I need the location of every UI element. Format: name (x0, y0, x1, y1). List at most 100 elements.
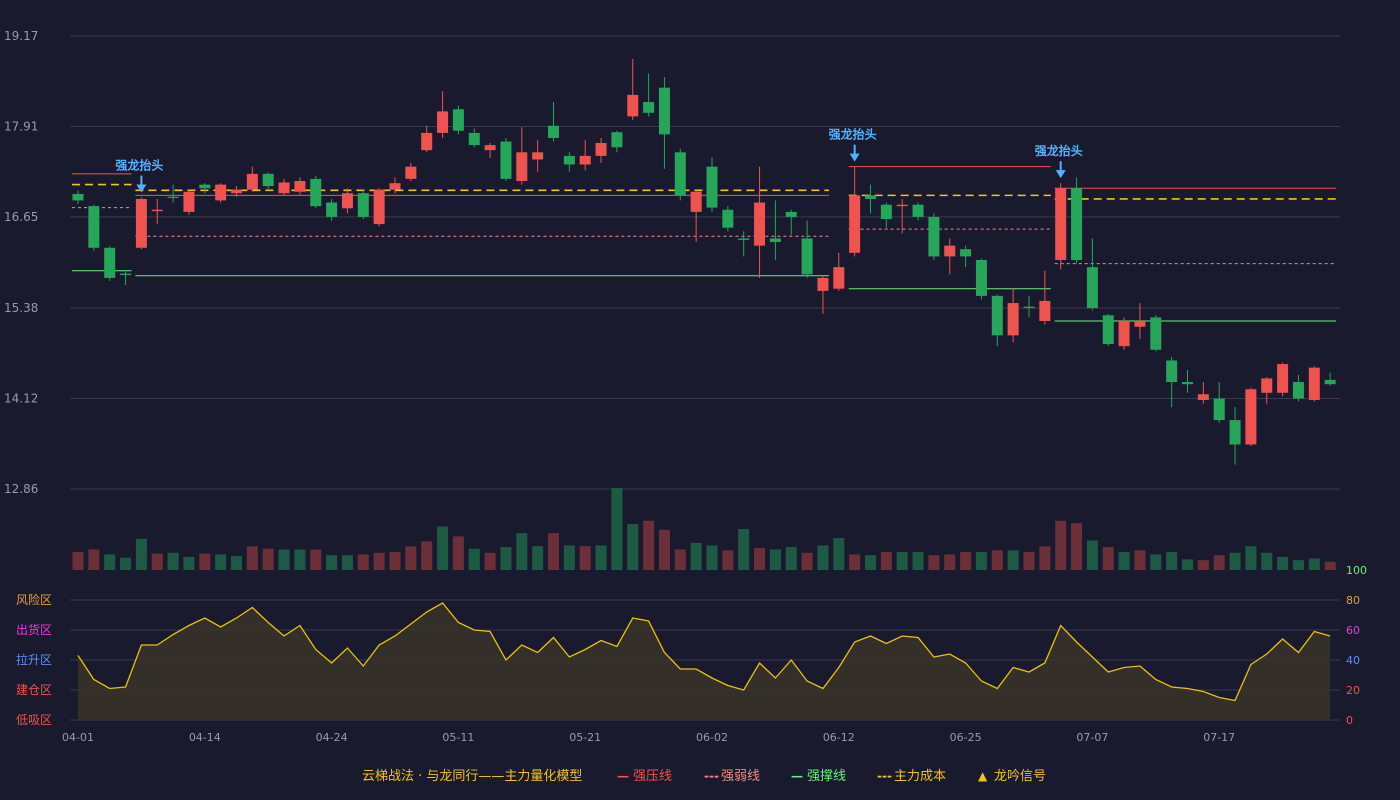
volume-bar (405, 546, 417, 570)
candle-body (1308, 367, 1320, 400)
candle-body (548, 125, 559, 138)
volume-bar (1245, 546, 1257, 570)
volume-bar (437, 526, 449, 570)
candle-body (1102, 315, 1114, 344)
volume-bar (373, 552, 385, 570)
volume-bar (1055, 520, 1067, 570)
candle-body (72, 193, 84, 201)
volume-bar (484, 552, 496, 570)
candle-body (754, 202, 766, 246)
volume-bar (865, 555, 876, 570)
candle-body (357, 193, 369, 217)
date-axis: 04-01 04-14 04-24 05-11 05-21 06-02 06-12 06-25… (62, 731, 1235, 744)
candle-body (769, 238, 781, 243)
volume-bar (595, 545, 607, 570)
date-tick-label: 07-07 (1076, 731, 1108, 744)
candle-body (246, 173, 258, 190)
osc-zone-label: 拉升区 (16, 652, 52, 667)
candle-body (1245, 389, 1257, 445)
candle-body (341, 193, 353, 209)
volume-bar (1292, 560, 1304, 570)
candle-body (833, 267, 845, 289)
volume-bar (563, 545, 575, 570)
candle-body (896, 204, 908, 207)
candle-body (1261, 378, 1273, 393)
candle-body (484, 145, 496, 151)
volume-bar (1277, 556, 1289, 570)
volume-bar (452, 536, 464, 570)
volume-bar (801, 552, 813, 570)
date-tick-label: 06-25 (950, 731, 982, 744)
candle-body (611, 132, 623, 148)
volume-bar (611, 488, 623, 570)
candle-body (389, 183, 401, 190)
volume-bar (151, 553, 163, 570)
volume-bar (690, 542, 702, 570)
volume-bar (960, 551, 972, 570)
volume-bar (1324, 561, 1336, 570)
legend-label-signal: 龙吟信号 (994, 768, 1046, 784)
volume-bar (658, 529, 670, 570)
osc-tick-label: 100 (1346, 564, 1367, 577)
candle-body (1229, 420, 1241, 445)
candle-body (167, 196, 179, 199)
osc-zone-label: 低吸区 (16, 713, 52, 727)
osc-tick-label: 60 (1346, 624, 1360, 637)
legend-title: 云梯战法 · 与龙同行——主力量化模型 (362, 769, 582, 784)
candle-body (722, 209, 734, 228)
candle-body (262, 173, 274, 187)
candle-body (104, 247, 116, 278)
volume-bar (1023, 551, 1035, 570)
volume-bar (1182, 559, 1193, 570)
volume-bar (104, 554, 116, 570)
candle-body (1197, 394, 1209, 400)
volume-bar (421, 541, 433, 570)
legend-label-cost: 主力成本 (894, 769, 946, 784)
candle-body (1134, 321, 1146, 327)
price-tick-label: 14.12 (4, 392, 38, 406)
osc-tick-label: 40 (1346, 654, 1360, 667)
candle-body (944, 245, 956, 257)
volume-bar (1102, 547, 1114, 570)
candle-body (120, 273, 132, 276)
candle-body (658, 87, 670, 135)
signal-arrow-head (136, 184, 147, 193)
candle-body (960, 249, 972, 257)
volume-bar (1086, 540, 1098, 570)
legend-label-pressure: 强压线 (633, 769, 672, 784)
volume-bar (674, 549, 686, 570)
candle-body (215, 184, 227, 201)
volume-bar (357, 554, 369, 570)
volume-bar (706, 545, 718, 570)
date-tick-label: 04-01 (62, 731, 94, 744)
candle-body (1277, 364, 1289, 393)
volume-bar (231, 556, 242, 570)
price-tick-label: 17.91 (4, 119, 38, 133)
candle-body (1182, 382, 1193, 385)
candle-body (516, 152, 528, 182)
candle-body (912, 204, 924, 217)
volume-bar (833, 538, 845, 570)
volume-bar (1213, 555, 1225, 570)
candle-body (231, 189, 242, 194)
volume-bar (1134, 550, 1146, 570)
volume-bar (1039, 546, 1051, 570)
volume-bar (199, 553, 211, 570)
candle-body (326, 202, 338, 217)
candle-body (690, 191, 702, 212)
volume-bar (1261, 552, 1273, 570)
volume-bar (294, 549, 306, 570)
candle-body (452, 109, 464, 131)
candle-body (1086, 267, 1098, 309)
volume-bar (912, 551, 924, 570)
volume-bar (896, 551, 908, 570)
volume-bar (262, 548, 274, 570)
osc-tick-label: 20 (1346, 684, 1360, 697)
candle-body (151, 209, 163, 212)
volume-bar (120, 557, 132, 570)
volume-bar (167, 552, 179, 570)
candle-body (801, 238, 813, 275)
volume-bar (817, 545, 829, 570)
